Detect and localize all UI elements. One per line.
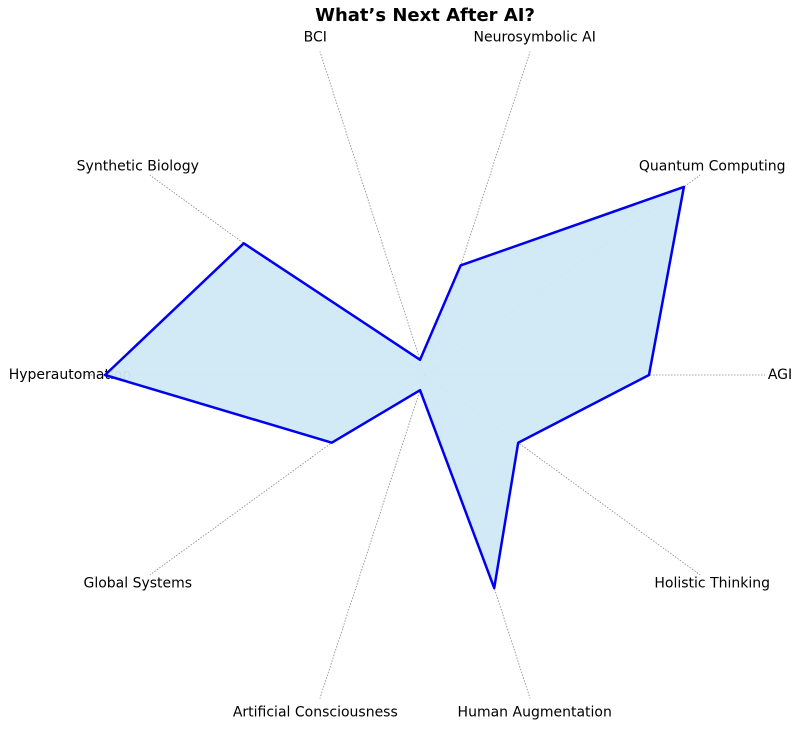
radar-area (103, 185, 686, 590)
chart-title: What’s Next After AI? (315, 5, 535, 26)
axis-label: Human Augmentation (458, 705, 612, 721)
axis-label: Synthetic Biology (77, 158, 199, 174)
axis-label: Quantum Computing (639, 158, 786, 174)
axis-line (149, 374, 426, 576)
axis-label: AGI (768, 367, 792, 383)
axis-label: Global Systems (83, 576, 192, 592)
axis-label: BCI (304, 29, 327, 45)
axis-line (319, 374, 426, 699)
axis-label: Artificial Consciousness (233, 705, 398, 721)
axis-line (319, 51, 426, 376)
axis-line (149, 174, 426, 376)
axis-line (424, 374, 701, 576)
axis-label: Hyperautomation (9, 367, 132, 383)
axis-label: Holistic Thinking (654, 576, 770, 592)
axis-line (424, 374, 531, 699)
axis-label: Neurosymbolic AI (474, 29, 596, 45)
axis-line (424, 51, 531, 376)
